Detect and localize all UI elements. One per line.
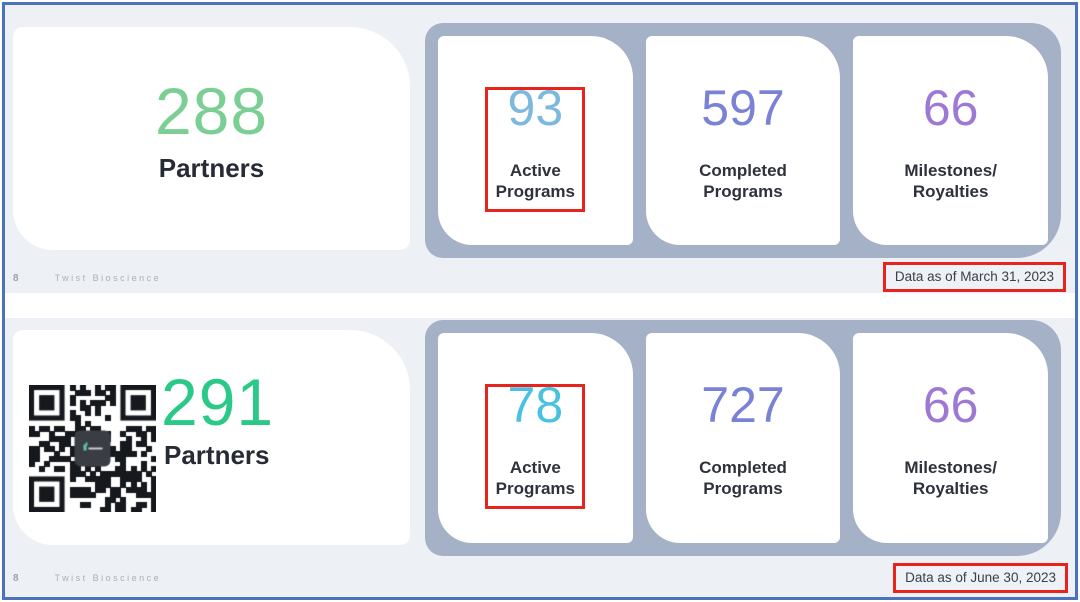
stat-label: Active Programs [495,458,576,498]
stat-label: Completed Programs [699,161,787,201]
stat-label: Milestones/ Royalties [904,161,997,201]
annotation-box-data-note: Data as of June 30, 2023 [893,563,1068,593]
stat-label: Milestones/ Royalties [904,458,997,498]
data-note-text: Data as of June 30, 2023 [905,570,1056,585]
partners-count: 288 [154,74,269,148]
slide-footer: 8 Twist Bioscience [13,573,161,584]
partners-count: 291 [161,365,275,439]
stat-label: Completed Programs [699,458,787,498]
partners-label: Partners [164,440,270,470]
partners-card-content: 288 Partners [155,77,268,184]
stat-value: 597 [701,80,785,136]
stat-value: 66 [922,377,979,433]
brand-name: Twist Bioscience [54,273,162,283]
slide-june-2023: 291 Partners 78 Active Programs 727 Comp… [5,318,1075,597]
stat-value: 93 [507,80,564,136]
content-area: 288 Partners 93 Active Programs 597 Com [5,5,1075,597]
stat-label: Active Programs [495,161,576,201]
partners-card: 291 Partners [13,330,410,545]
slide-footer: 8 Twist Bioscience [13,273,161,284]
partners-card: 288 Partners [13,27,410,250]
slide-gap [5,293,1075,318]
stat-value: 78 [507,377,564,433]
stat-card-completed-programs: 597 Completed Programs [645,36,841,245]
partners-label: Partners [158,153,265,183]
page-number: 8 [13,273,19,284]
stat-card-milestones-royalties: 66 Milestones/ Royalties [853,333,1048,543]
slide-march-2023: 288 Partners 93 Active Programs 597 Com [5,5,1075,293]
stat-card-active-programs: 78 Active Programs [438,333,633,543]
qr-code-icon [29,385,156,512]
annotation-box-data-note: Data as of March 31, 2023 [882,262,1066,292]
stat-card-completed-programs: 727 Completed Programs [645,333,841,543]
stat-card-milestones-royalties: 66 Milestones/ Royalties [853,36,1048,245]
page-number: 8 [13,573,19,584]
programs-panel: 93 Active Programs 597 Completed Program… [425,23,1061,258]
stat-value: 727 [701,377,785,433]
stat-value: 66 [922,80,979,136]
stat-card-active-programs: 93 Active Programs [438,36,633,245]
data-note-text: Data as of March 31, 2023 [894,269,1054,284]
brand-name: Twist Bioscience [54,573,162,583]
programs-panel: 78 Active Programs 727 Completed Program… [425,320,1061,556]
